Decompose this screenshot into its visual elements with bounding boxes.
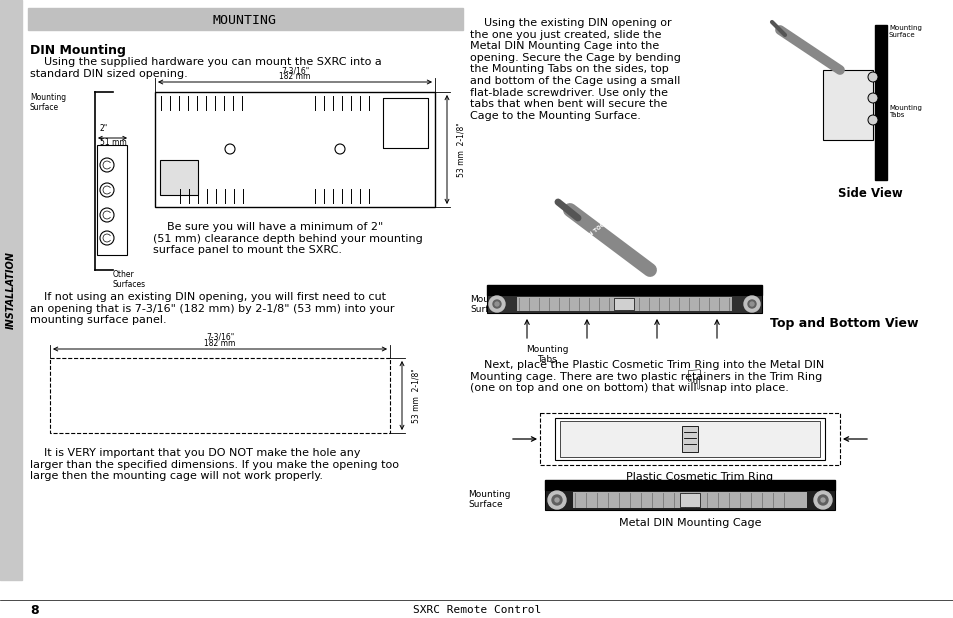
Bar — [517, 297, 731, 311]
Text: 53 mm  2-1/8": 53 mm 2-1/8" — [456, 122, 465, 177]
Text: MOUNTING: MOUNTING — [213, 14, 276, 27]
Text: Plastic Cosmetic Trim Ring: Plastic Cosmetic Trim Ring — [626, 472, 773, 482]
Bar — [0, 0, 22, 580]
Text: Next, place the Plastic Cosmetic Trim Ring into the Metal DIN
Mounting cage. The: Next, place the Plastic Cosmetic Trim Ri… — [470, 360, 823, 393]
Circle shape — [817, 495, 827, 505]
Bar — [486, 295, 761, 313]
Circle shape — [749, 302, 753, 306]
Text: 182 mm: 182 mm — [279, 72, 311, 81]
Circle shape — [867, 93, 877, 103]
Text: 2": 2" — [100, 124, 108, 133]
Text: DIN Mounting: DIN Mounting — [30, 44, 126, 57]
Bar — [486, 285, 761, 295]
Bar — [28, 8, 462, 30]
Circle shape — [867, 72, 877, 82]
Text: Using the existing DIN opening or
the one you just created, slide the
Metal DIN : Using the existing DIN opening or the on… — [470, 18, 680, 121]
Circle shape — [821, 498, 824, 502]
Bar — [160, 160, 198, 195]
Bar — [544, 480, 834, 490]
Circle shape — [867, 115, 877, 125]
Circle shape — [493, 300, 500, 308]
Text: INSTALLATION: INSTALLATION — [6, 251, 16, 329]
Text: Mounting
Surface: Mounting Surface — [30, 93, 66, 112]
Circle shape — [813, 491, 831, 509]
Circle shape — [747, 300, 755, 308]
Text: 182 mm: 182 mm — [204, 339, 235, 348]
Circle shape — [547, 491, 565, 509]
Circle shape — [495, 302, 498, 306]
Text: Be sure you will have a minimum of 2"
(51 mm) clearance depth behind your mounti: Be sure you will have a minimum of 2" (5… — [152, 222, 422, 255]
Text: 51 mm: 51 mm — [100, 138, 127, 147]
Bar — [614, 298, 634, 310]
Text: It is VERY important that you DO NOT make the hole any
larger than the specified: It is VERY important that you DO NOT mak… — [30, 448, 398, 481]
Text: If not using an existing DIN opening, you will first need to cut
an opening that: If not using an existing DIN opening, yo… — [30, 292, 395, 325]
Text: Top and Bottom View: Top and Bottom View — [769, 316, 918, 329]
Text: Other
Surfaces: Other Surfaces — [112, 270, 146, 289]
Bar — [382, 98, 428, 148]
Text: 7-3/16": 7-3/16" — [280, 66, 309, 75]
Circle shape — [489, 296, 504, 312]
Text: 53 mm  2-1/8": 53 mm 2-1/8" — [412, 368, 420, 423]
Circle shape — [555, 498, 558, 502]
Text: Mounting
Surface: Mounting Surface — [888, 25, 921, 38]
Bar — [97, 145, 127, 255]
Text: SMAC-ON TOOLZ: SMAC-ON TOOLZ — [567, 217, 611, 253]
Bar — [539, 413, 840, 465]
Circle shape — [743, 296, 760, 312]
Bar — [822, 70, 872, 140]
Text: Mounting
Tabs: Mounting Tabs — [525, 345, 568, 365]
FancyArrowPatch shape — [387, 99, 424, 100]
Bar — [679, 493, 700, 507]
Text: Using the supplied hardware you can mount the SXRC into a
standard DIN sized ope: Using the supplied hardware you can moun… — [30, 57, 381, 78]
Text: 8: 8 — [30, 604, 38, 617]
Text: Side View: Side View — [837, 187, 902, 200]
Text: Mounting
Surface: Mounting Surface — [470, 295, 512, 315]
Bar — [555, 418, 824, 460]
Bar — [559, 421, 820, 457]
Text: 7-3/16": 7-3/16" — [206, 333, 233, 342]
Bar — [544, 490, 834, 510]
Text: SXRC Remote Control: SXRC Remote Control — [413, 605, 540, 615]
Text: Mounting
Surface: Mounting Surface — [468, 490, 510, 509]
Circle shape — [552, 495, 561, 505]
Bar — [154, 92, 435, 207]
Text: Metal DIN Mounting Cage: Metal DIN Mounting Cage — [618, 518, 760, 528]
Bar — [681, 426, 698, 452]
Bar — [50, 358, 390, 433]
Text: Mounting
Tabs: Mounting Tabs — [888, 105, 921, 118]
Bar — [874, 25, 886, 180]
Text: ☞: ☞ — [676, 368, 703, 393]
Bar — [573, 492, 806, 508]
